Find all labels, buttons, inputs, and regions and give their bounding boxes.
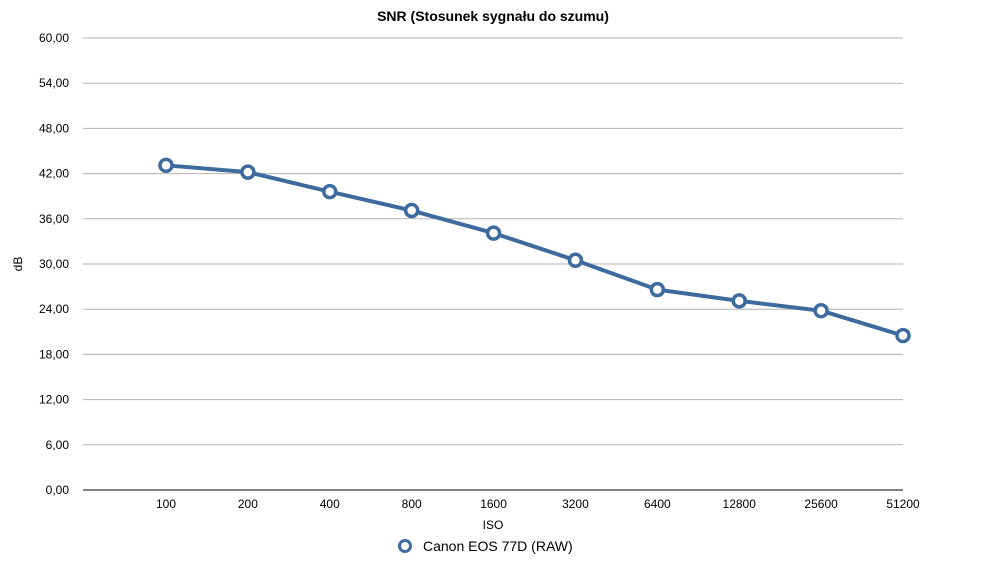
x-tick-label: 800 — [402, 497, 422, 511]
x-tick-label: 200 — [238, 497, 258, 511]
x-tick-label: 51200 — [886, 497, 920, 511]
series-layer — [158, 157, 911, 344]
y-tick-label: 60,00 — [39, 31, 69, 45]
y-tick-label: 12,00 — [39, 393, 69, 407]
x-tick-label: 3200 — [562, 497, 589, 511]
y-tick-label: 48,00 — [39, 121, 69, 135]
x-tick-labels: 100 200 400 800 1600 3200 6400 12800 25600 51200 — [156, 497, 920, 511]
y-tick-label: 18,00 — [39, 347, 69, 361]
x-tick-label: 6400 — [644, 497, 671, 511]
y-tick-label: 36,00 — [39, 212, 69, 226]
y-axis-label: dB — [11, 257, 25, 272]
chart-title: SNR (Stosunek sygnału do szumu) — [377, 8, 609, 24]
y-tick-label: 42,00 — [39, 167, 69, 181]
data-point — [567, 252, 584, 268]
y-tick-labels: 0,00 6,00 12,00 18,00 24,00 30,00 36,00 42,00 48… — [39, 31, 69, 497]
legend: Canon EOS 77D (RAW) — [398, 538, 573, 554]
data-point — [403, 202, 420, 219]
data-point — [158, 157, 174, 174]
series-line — [164, 163, 905, 338]
x-tick-label: 400 — [320, 497, 340, 511]
x-tick-label: 1600 — [480, 497, 507, 511]
y-tick-label: 6,00 — [46, 438, 70, 452]
data-point — [485, 225, 502, 241]
y-tick-label: 30,00 — [39, 257, 69, 271]
legend-label: Canon EOS 77D (RAW) — [423, 538, 573, 554]
data-point — [731, 293, 747, 309]
data-point — [649, 281, 666, 298]
y-tick-label: 0,00 — [46, 483, 70, 497]
y-tick-label: 54,00 — [39, 76, 69, 90]
data-point — [322, 183, 338, 200]
data-point — [895, 327, 911, 344]
grid-lines — [83, 37, 903, 491]
y-tick-label: 24,00 — [39, 302, 69, 316]
x-axis-label: ISO — [483, 518, 504, 532]
data-point — [240, 164, 256, 180]
x-tick-label: 12800 — [723, 497, 757, 511]
data-point — [813, 302, 829, 319]
legend-marker — [398, 539, 412, 553]
x-tick-label: 25600 — [804, 497, 838, 511]
x-tick-label: 100 — [156, 497, 176, 511]
